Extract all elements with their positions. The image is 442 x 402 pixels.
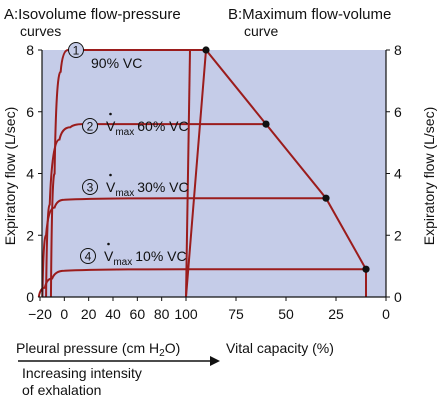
panel-b-title-line2: curve bbox=[244, 23, 278, 39]
y-tick-label-left: 4 bbox=[26, 166, 34, 182]
isovolume-curve bbox=[49, 48, 206, 298]
x-tick-label-a: 20 bbox=[81, 306, 97, 322]
max-flow-volume-curve bbox=[185, 47, 367, 298]
x-tick-label-a: −20 bbox=[28, 306, 52, 322]
flow-volume-point bbox=[322, 194, 330, 202]
y-tick-label-right: 4 bbox=[394, 166, 402, 182]
curve-number: 2 bbox=[87, 120, 94, 134]
y-tick-label-right: 2 bbox=[394, 227, 402, 243]
annotation-line2: of exhalation bbox=[22, 382, 101, 398]
curve-number-circle bbox=[68, 42, 84, 58]
isovolume-curve bbox=[45, 123, 266, 298]
panel-a-title-line2: curves bbox=[20, 23, 61, 39]
vmax-label: Vmax 30% VC bbox=[106, 179, 189, 199]
points-layer bbox=[202, 46, 370, 273]
x-tick-label-b: 0 bbox=[382, 306, 390, 322]
vmax-dot bbox=[109, 112, 112, 116]
y-tick-label-left: 8 bbox=[26, 42, 34, 58]
curve-number: 1 bbox=[73, 44, 80, 58]
x-tick-label-a: 60 bbox=[130, 306, 146, 322]
x-axis-a-label: Pleural pressure (cm H2O) bbox=[16, 340, 180, 359]
vmax-dot bbox=[107, 242, 110, 246]
panel-a-title: A:Isovolume flow-pressure bbox=[4, 6, 181, 23]
curve-number: 4 bbox=[85, 250, 92, 264]
x-tick-label-b: 25 bbox=[328, 306, 344, 322]
vmax-label: Vmax 60% VC bbox=[106, 118, 189, 138]
y-tick-label-left: 6 bbox=[26, 104, 34, 120]
y-tick-label-right: 8 bbox=[394, 42, 402, 58]
y-tick-label-left: 0 bbox=[26, 289, 34, 305]
x-axis-b-label: Vital capacity (%) bbox=[226, 340, 334, 356]
vmax-label: Vmax 10% VC bbox=[104, 248, 187, 268]
vmax-dot bbox=[109, 173, 112, 177]
curve-number-circle bbox=[82, 118, 98, 134]
exhalation-arrow-head bbox=[210, 356, 220, 366]
x-tick-label-b: 100 bbox=[174, 306, 198, 322]
panel-b-title: B:Maximum flow-volume bbox=[228, 6, 391, 23]
curve-number: 3 bbox=[87, 181, 94, 195]
x-tick-label-a: 0 bbox=[60, 306, 68, 322]
y-tick-label-right: 6 bbox=[394, 104, 402, 120]
curves-layer bbox=[37, 47, 367, 298]
vc-label: 90% VC bbox=[91, 55, 142, 71]
pressure-limit-line bbox=[185, 49, 191, 298]
flow-volume-point bbox=[362, 265, 370, 273]
y-tick-label-left: 2 bbox=[26, 227, 34, 243]
x-tick-label-b: 75 bbox=[228, 306, 244, 322]
flow-volume-point bbox=[202, 46, 210, 54]
flow-volume-point bbox=[262, 120, 270, 128]
x-tick-label-b: 50 bbox=[278, 306, 294, 322]
annotation-line1: Increasing intensity bbox=[22, 365, 142, 381]
curve-labels-layer: 1 90% VC 2 Vmax 60% VC 3 Vmax 30% VC 4 Vmax 10% VC bbox=[68, 42, 189, 268]
x-tick-label-a: 40 bbox=[105, 306, 121, 322]
axes-layer: 0 02 24 46 68 8−20 0 20 40 60 80 100 75 50 25 0 bbox=[26, 42, 402, 322]
plot-background bbox=[42, 50, 386, 297]
isovolume-curve bbox=[41, 197, 326, 298]
curve-number-circle bbox=[80, 248, 96, 264]
y-tick-label-right: 0 bbox=[394, 289, 402, 305]
isovolume-curve bbox=[37, 268, 366, 298]
y-axis-label-left: Expiratory flow (L/sec) bbox=[2, 107, 18, 245]
y-axis-label-right: Expiratory flow (L/sec) bbox=[421, 107, 437, 245]
x-tick-label-a: 80 bbox=[154, 306, 170, 322]
curve-number-circle bbox=[82, 179, 98, 195]
